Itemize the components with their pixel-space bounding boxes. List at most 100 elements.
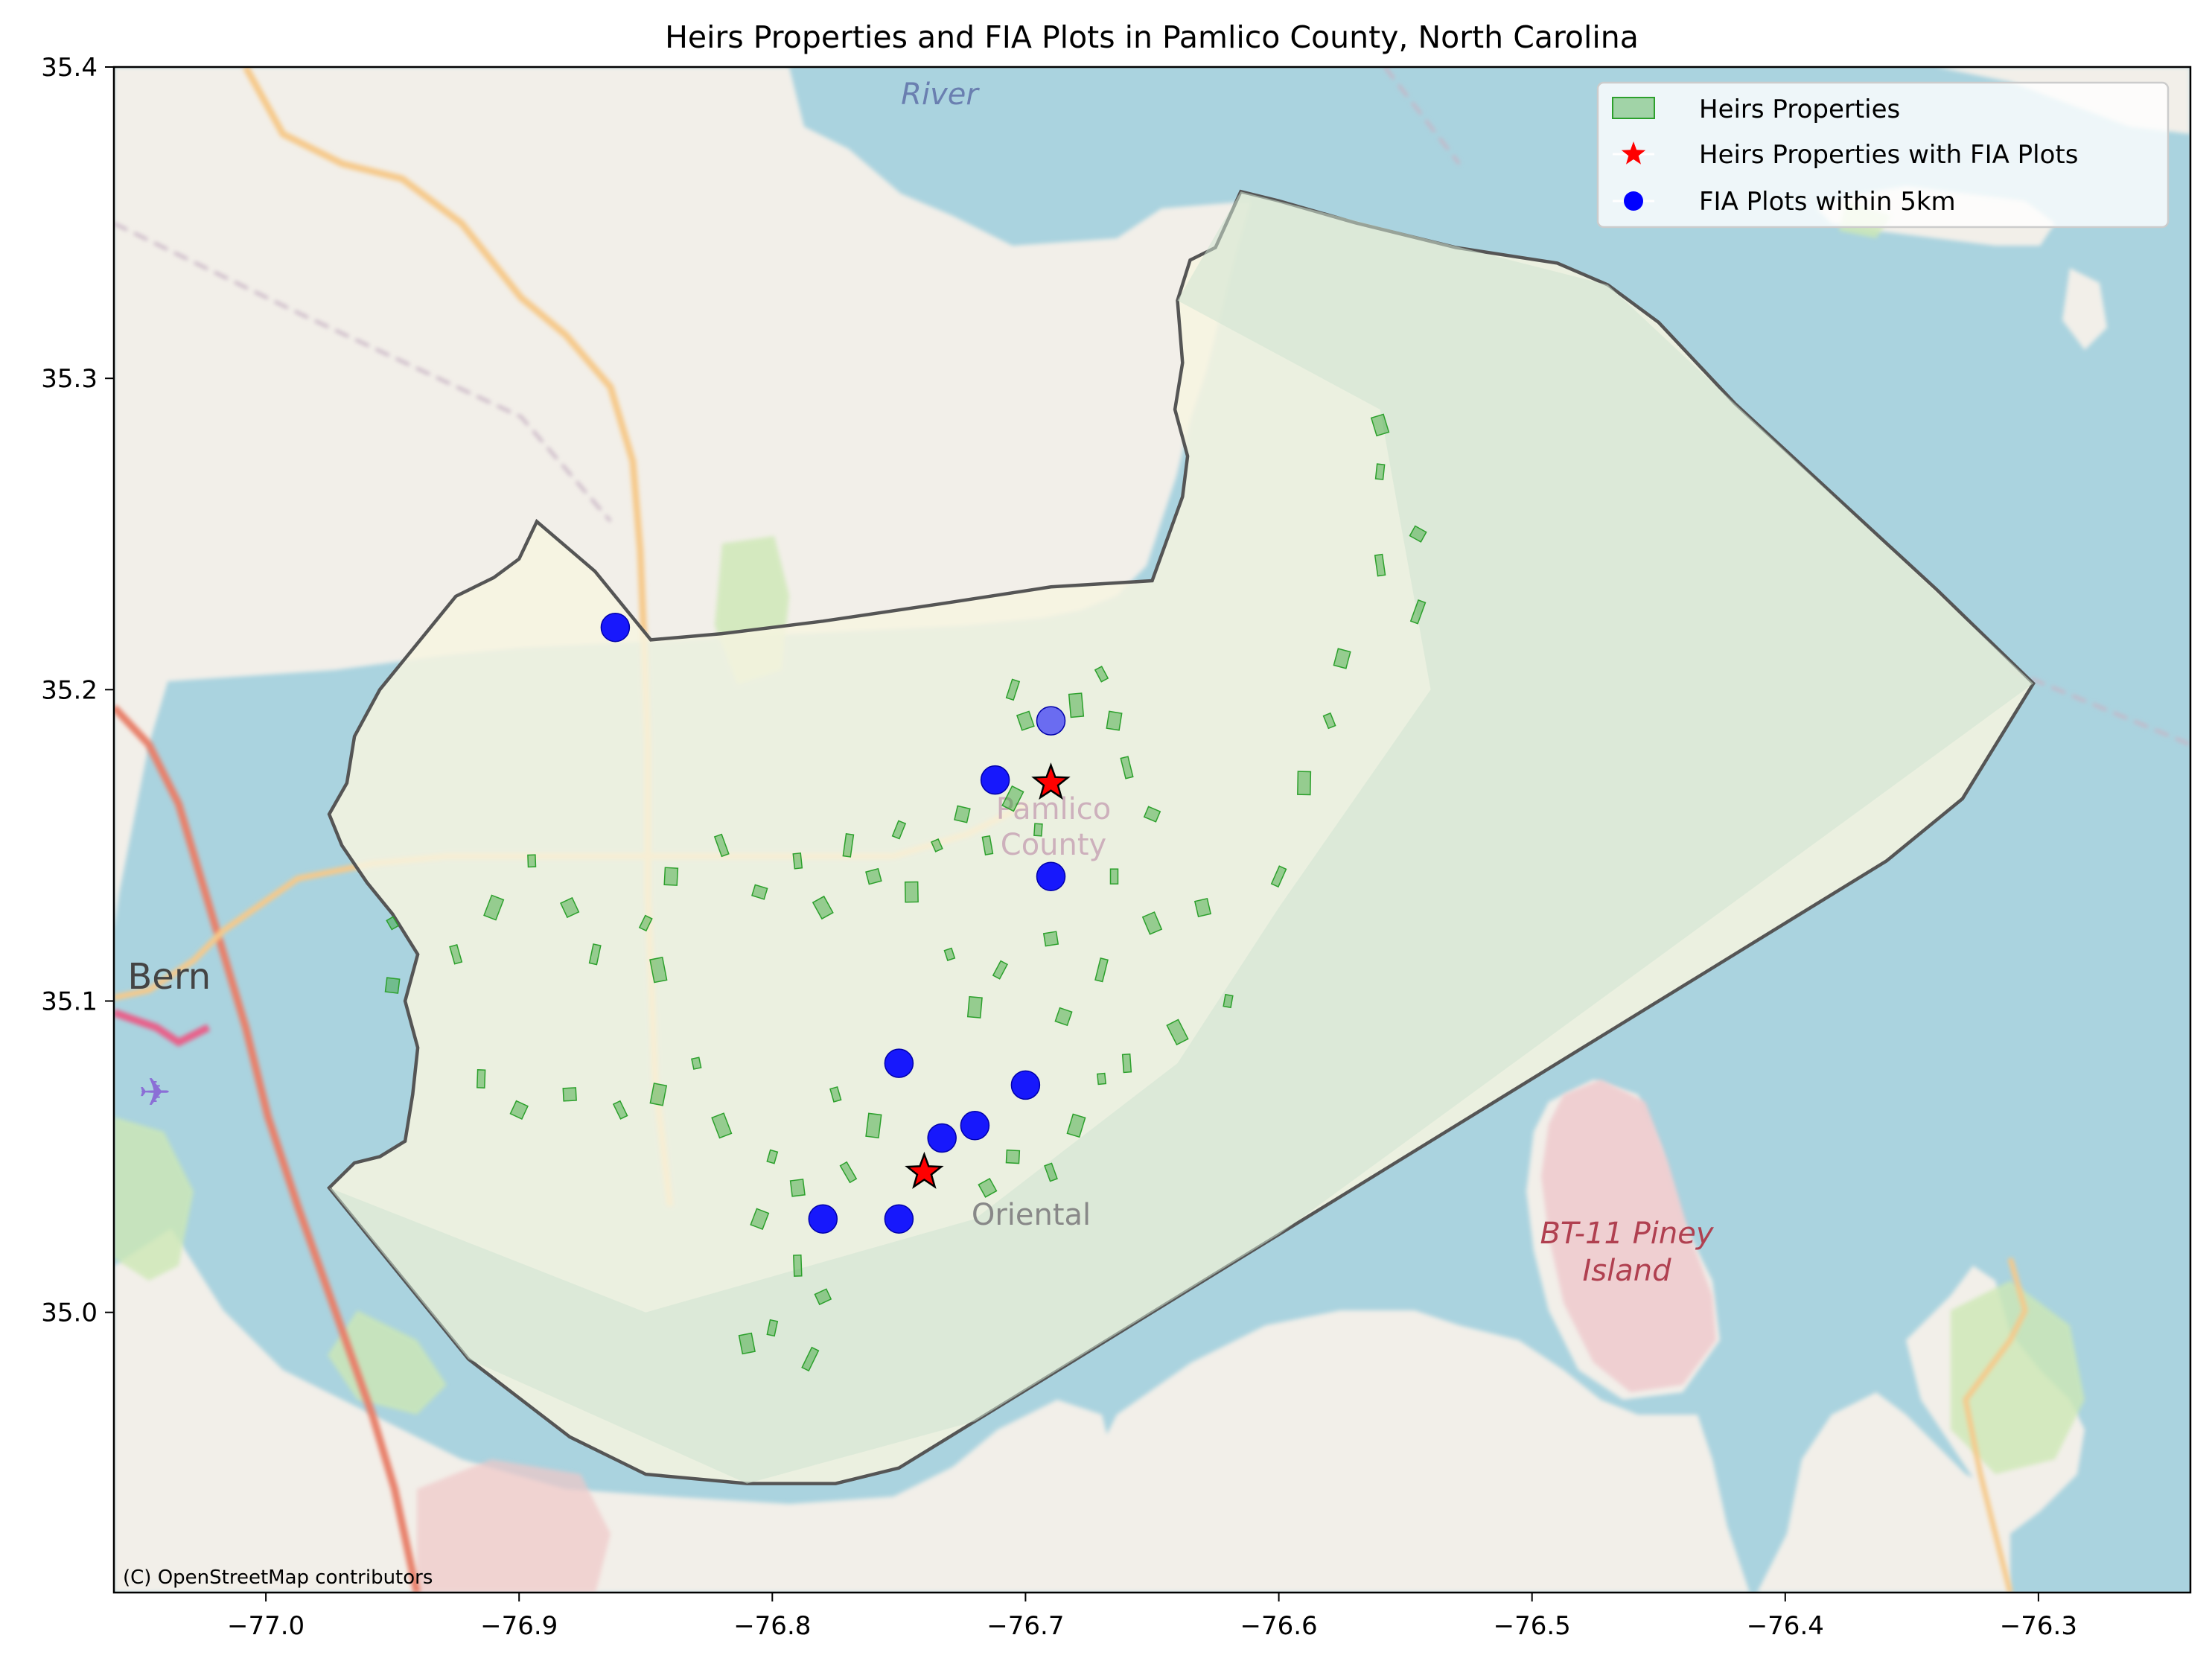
heirs-property-patch bbox=[1005, 1149, 1021, 1164]
heirs-property-patch bbox=[793, 1254, 803, 1277]
legend-patch-heirs bbox=[1612, 97, 1655, 119]
heirs-property-patch bbox=[1120, 756, 1134, 780]
heirs-property-patch bbox=[1094, 666, 1109, 683]
heirs-property-patch bbox=[943, 947, 956, 961]
map-label-river: River bbox=[901, 77, 980, 112]
heirs-property-patch bbox=[812, 895, 834, 920]
map-label-new-bern: w Bern bbox=[87, 956, 211, 998]
heirs-property-patch bbox=[738, 1332, 756, 1355]
heirs-property-patch bbox=[766, 1319, 779, 1337]
heirs-property-patch bbox=[483, 894, 505, 921]
heirs-property-patch bbox=[1297, 771, 1312, 796]
heirs-property-patch bbox=[1005, 678, 1021, 701]
heirs-property-patch bbox=[789, 1179, 806, 1197]
fia-plot-point bbox=[1036, 861, 1066, 891]
heirs-property-patch bbox=[1042, 931, 1059, 947]
x-tick-label: −76.4 bbox=[1747, 1611, 1824, 1641]
heirs-property-patch bbox=[1094, 957, 1109, 983]
heirs-property-patch bbox=[386, 916, 399, 931]
heirs-property-patch bbox=[1166, 1019, 1189, 1046]
heirs-with-fia-layer bbox=[905, 762, 1071, 1189]
map-label-piney-island: BT-11 Piney Island bbox=[1540, 1217, 1714, 1288]
heirs-property-patch bbox=[981, 835, 994, 855]
heirs-property-patch bbox=[1193, 897, 1212, 918]
y-tick-label: 35.2 bbox=[41, 675, 98, 705]
heirs-property-patch bbox=[766, 1149, 779, 1164]
heirs-property-patch bbox=[1333, 648, 1351, 669]
heirs-property-patch bbox=[1374, 553, 1386, 577]
heirs-property-patch bbox=[1374, 463, 1386, 480]
y-tick-label: 35.4 bbox=[41, 53, 98, 83]
fia-plot-point bbox=[884, 1048, 914, 1078]
x-tick-label: −76.5 bbox=[1494, 1611, 1571, 1641]
heirs-property-patch bbox=[1143, 806, 1161, 823]
fia-plot-point bbox=[1036, 706, 1066, 736]
y-tick-label: 35.0 bbox=[41, 1298, 98, 1328]
heirs-property-patch bbox=[663, 867, 679, 886]
heirs-property-patch bbox=[865, 1112, 882, 1139]
svg-text:BT-11 Piney: BT-11 Piney bbox=[1540, 1217, 1714, 1251]
heirs-property-patch bbox=[1223, 993, 1234, 1009]
heirs-property-patch bbox=[865, 867, 882, 885]
heirs-property-patch bbox=[384, 977, 401, 994]
x-tick-label: −76.6 bbox=[1240, 1611, 1317, 1641]
heirs-property-patch bbox=[560, 896, 580, 919]
heirs-property-patch bbox=[1068, 692, 1085, 718]
fia-plot-point bbox=[980, 765, 1010, 795]
fia-plot-point bbox=[808, 1204, 838, 1234]
heirs-property-patch bbox=[992, 960, 1008, 980]
heirs-property-patch bbox=[1096, 1072, 1107, 1086]
map-axes: River Pamlico County Oriental BT-11 Pine… bbox=[87, 67, 2190, 1593]
legend-label-heirs-with-fia: Heirs Properties with FIA Plots bbox=[1699, 140, 2078, 170]
heirs-property-patch bbox=[649, 1083, 668, 1106]
fia-plots-layer bbox=[600, 612, 1066, 1234]
legend-label-fia-plots: FIA Plots within 5km bbox=[1699, 187, 1956, 217]
heirs-property-patch bbox=[930, 838, 943, 852]
heirs-property-patch bbox=[839, 1161, 858, 1184]
heirs-property-patch bbox=[1054, 1007, 1073, 1027]
heirs-property-patch bbox=[1033, 823, 1043, 837]
heirs-property-patch bbox=[1322, 712, 1336, 730]
heirs-with-fia-star bbox=[1031, 762, 1071, 800]
county-water-tint bbox=[329, 191, 2034, 1484]
heirs-property-patch bbox=[1141, 911, 1163, 935]
fia-plot-point bbox=[884, 1204, 914, 1234]
heirs-property-patch bbox=[1370, 413, 1390, 437]
heirs-property-patch bbox=[588, 943, 602, 966]
heirs-property-patch bbox=[1109, 868, 1119, 885]
map-label-oriental: Oriental bbox=[972, 1198, 1091, 1232]
legend-circle-icon bbox=[1613, 191, 1654, 211]
fia-plot-point bbox=[600, 612, 631, 643]
heirs-property-patch bbox=[1121, 1053, 1132, 1074]
heirs-property-patch bbox=[792, 852, 803, 870]
heirs-property-patch bbox=[509, 1100, 529, 1120]
airport-icon: ✈ bbox=[138, 1071, 171, 1115]
heirs-property-patch bbox=[829, 1086, 842, 1103]
military-area-southwest bbox=[417, 1459, 611, 1593]
legend-star-icon bbox=[1613, 141, 1654, 165]
legend: Heirs Properties Heirs Properties with F… bbox=[1596, 81, 2170, 229]
y-tick-label: 35.3 bbox=[41, 364, 98, 394]
fia-plot-point bbox=[927, 1123, 957, 1153]
heirs-property-patch bbox=[562, 1087, 577, 1102]
heirs-property-patch bbox=[1409, 599, 1427, 625]
svg-text:County: County bbox=[1001, 828, 1106, 862]
basemap-roads bbox=[114, 67, 2190, 1593]
legend-box bbox=[1596, 81, 2170, 229]
piney-island-restricted-area bbox=[1541, 1080, 1716, 1392]
heirs-property-patch bbox=[1066, 1113, 1086, 1138]
heirs-property-patch bbox=[842, 833, 855, 858]
fia-plot-point bbox=[960, 1111, 990, 1141]
heirs-property-patch bbox=[713, 833, 730, 858]
map-label-pamlico-county: Pamlico County bbox=[996, 792, 1112, 862]
heirs-property-patch bbox=[711, 1112, 733, 1139]
heirs-property-patch bbox=[638, 914, 653, 932]
heirs-property-patch bbox=[1409, 525, 1427, 543]
map-attribution: (C) OpenStreetMap contributors bbox=[123, 1566, 433, 1589]
heirs-property-patch bbox=[691, 1056, 702, 1070]
fia-plot-point bbox=[1010, 1070, 1041, 1100]
heirs-property-patch bbox=[449, 943, 463, 965]
svg-text:Island: Island bbox=[1582, 1254, 1671, 1288]
heirs-property-patch bbox=[750, 1208, 770, 1230]
